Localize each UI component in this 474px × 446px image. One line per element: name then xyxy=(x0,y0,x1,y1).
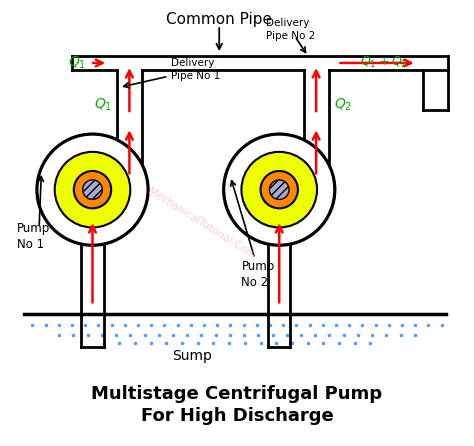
Circle shape xyxy=(74,171,111,208)
Circle shape xyxy=(269,180,289,199)
Text: $Q_1+Q_2$: $Q_1+Q_2$ xyxy=(359,55,407,70)
Circle shape xyxy=(37,134,148,245)
Text: Common Pipe: Common Pipe xyxy=(166,12,272,27)
Circle shape xyxy=(241,152,317,227)
Text: Delivery
Pipe No 1: Delivery Pipe No 1 xyxy=(171,58,220,81)
Text: Multistage Centrifugal Pump: Multistage Centrifugal Pump xyxy=(91,385,383,403)
Text: Sump: Sump xyxy=(173,349,212,363)
Text: $Q_2$: $Q_2$ xyxy=(334,97,352,113)
Text: Pump
No 2: Pump No 2 xyxy=(241,260,275,289)
Circle shape xyxy=(261,171,298,208)
Text: Delivery
Pipe No 2: Delivery Pipe No 2 xyxy=(266,18,315,41)
Text: $Q_1$: $Q_1$ xyxy=(94,97,112,113)
Text: $Q_1$: $Q_1$ xyxy=(68,55,86,71)
Text: Pump
No 1: Pump No 1 xyxy=(17,222,50,251)
Circle shape xyxy=(224,134,335,245)
Text: MechanicalTutorial.Com: MechanicalTutorial.Com xyxy=(146,186,257,260)
Circle shape xyxy=(83,180,102,199)
Text: For High Discharge: For High Discharge xyxy=(141,407,333,425)
Circle shape xyxy=(55,152,130,227)
